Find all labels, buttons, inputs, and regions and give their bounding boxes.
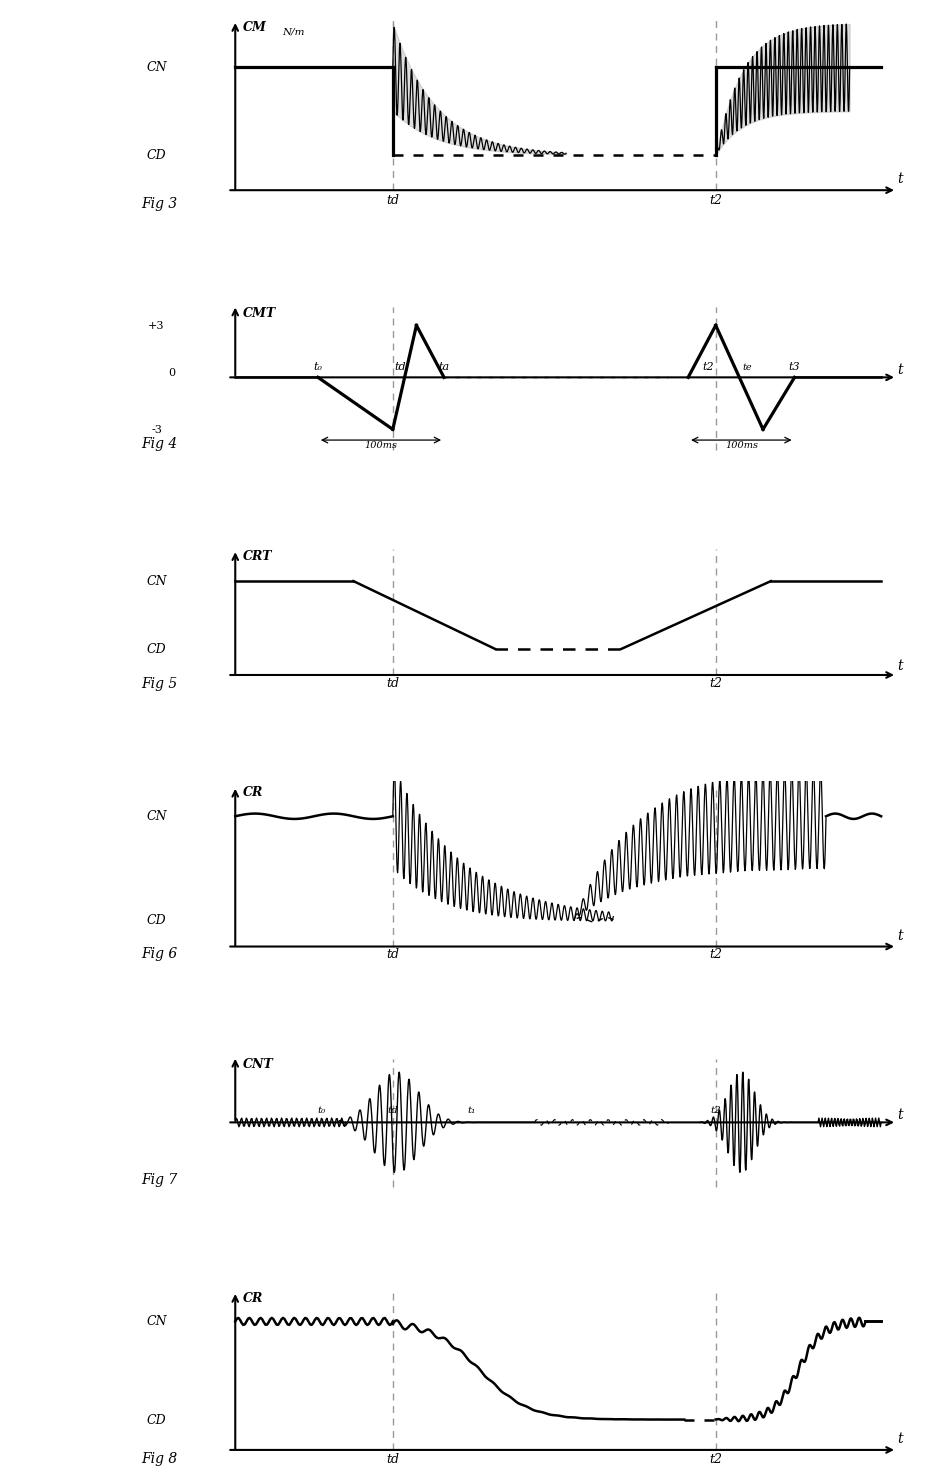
- Text: CR: CR: [243, 787, 264, 799]
- Text: t2: t2: [709, 677, 722, 689]
- Text: t₀: t₀: [313, 362, 323, 373]
- Text: CN: CN: [146, 1315, 167, 1328]
- Text: td: td: [387, 1105, 399, 1114]
- Text: t2: t2: [711, 1105, 721, 1114]
- Text: 0: 0: [169, 368, 176, 379]
- Text: t2: t2: [702, 362, 714, 373]
- Text: td: td: [386, 1452, 400, 1466]
- Text: CR: CR: [243, 1291, 264, 1304]
- Text: CRT: CRT: [243, 550, 272, 562]
- Text: t: t: [897, 172, 902, 186]
- Text: +3: +3: [148, 321, 165, 331]
- Text: CD: CD: [147, 914, 166, 926]
- Text: t: t: [897, 658, 902, 673]
- Text: td: td: [395, 362, 406, 373]
- Text: 100ms: 100ms: [725, 441, 758, 450]
- Text: ta: ta: [438, 362, 450, 373]
- Text: CM: CM: [243, 21, 267, 34]
- Text: CN: CN: [146, 575, 167, 587]
- Text: t2: t2: [709, 1452, 722, 1466]
- Text: N/m: N/m: [283, 27, 305, 37]
- Text: t: t: [897, 1108, 902, 1121]
- Text: t₀: t₀: [318, 1105, 326, 1114]
- Text: Fig 4: Fig 4: [140, 438, 177, 451]
- Text: td: td: [386, 677, 400, 689]
- Text: Fig 3: Fig 3: [140, 197, 177, 211]
- Text: td: td: [386, 194, 400, 207]
- Text: Fig 8: Fig 8: [140, 1451, 177, 1466]
- Text: CN: CN: [146, 61, 167, 74]
- Text: te: te: [742, 362, 752, 373]
- Text: t3: t3: [789, 362, 800, 373]
- Text: CMT: CMT: [243, 306, 276, 319]
- Text: CNT: CNT: [243, 1057, 273, 1071]
- Text: t2: t2: [709, 194, 722, 207]
- Text: Fig 7: Fig 7: [140, 1173, 177, 1186]
- Text: CD: CD: [147, 1412, 166, 1426]
- Text: t₁: t₁: [468, 1105, 475, 1114]
- Text: t: t: [897, 929, 902, 942]
- Text: td: td: [386, 948, 400, 960]
- Text: CD: CD: [147, 149, 166, 163]
- Text: 100ms: 100ms: [364, 441, 398, 450]
- Text: CD: CD: [147, 643, 166, 655]
- Text: Fig 5: Fig 5: [140, 677, 177, 691]
- Text: CN: CN: [146, 810, 167, 822]
- Text: t: t: [897, 1432, 902, 1446]
- Text: t: t: [897, 362, 902, 377]
- Text: t2: t2: [709, 948, 722, 960]
- Text: Fig 6: Fig 6: [140, 947, 177, 960]
- Text: -3: -3: [151, 424, 162, 435]
